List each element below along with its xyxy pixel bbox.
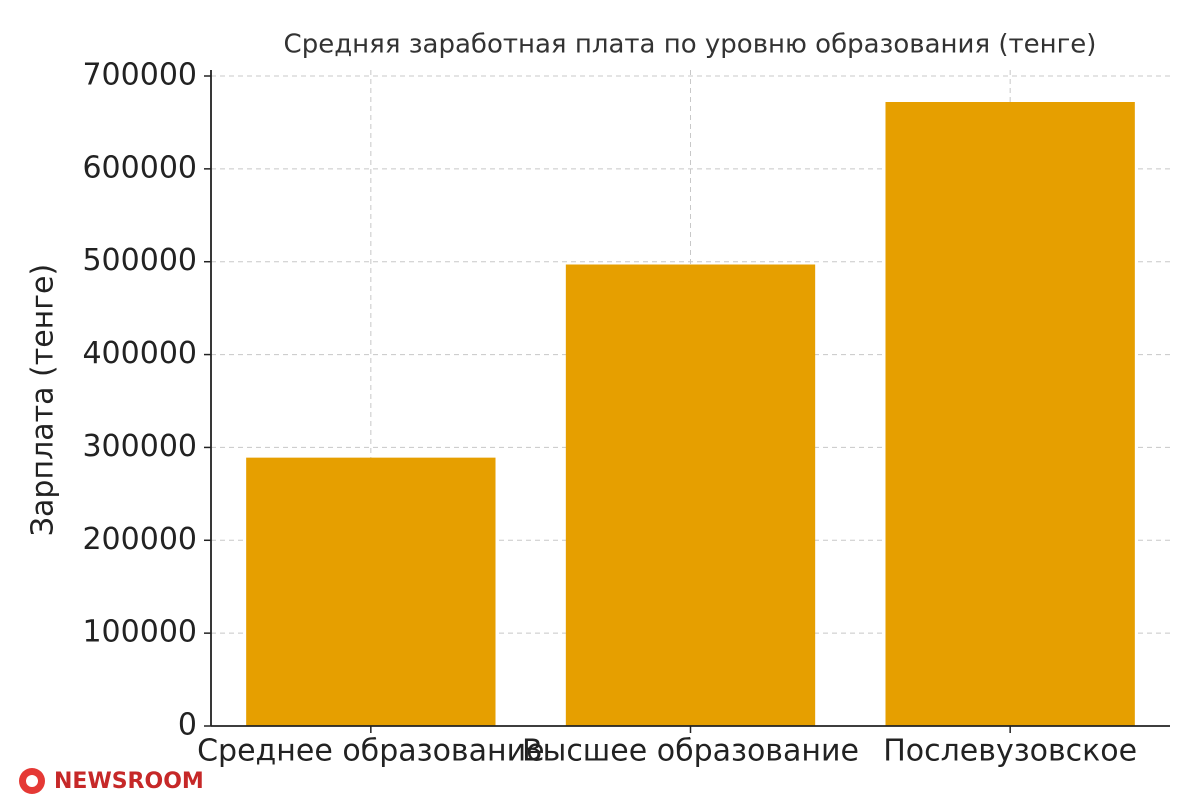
x-tick-label: Высшее образование <box>522 734 859 769</box>
chart-title: Средняя заработная плата по уровню образ… <box>284 30 1097 60</box>
y-tick-label: 0 <box>178 708 197 743</box>
y-tick-label: 600000 <box>82 150 197 185</box>
y-axis-label: Зарплата (тенге) <box>26 264 61 536</box>
y-tick-label: 500000 <box>82 243 197 278</box>
watermark: NEWSROOM <box>19 768 204 794</box>
x-tick-label: Послевузовское <box>883 734 1137 769</box>
x-tick-label: Среднее образование <box>197 734 544 769</box>
bar <box>565 264 816 726</box>
bar <box>246 457 496 726</box>
y-tick-label: 400000 <box>82 336 197 371</box>
watermark-logo-inner <box>26 775 38 787</box>
watermark-text: NEWSROOM <box>54 769 204 794</box>
y-tick-label: 200000 <box>82 522 197 557</box>
bar <box>885 102 1135 726</box>
y-tick-label: 300000 <box>82 429 197 464</box>
y-tick-label: 100000 <box>82 615 197 650</box>
y-tick-label: 700000 <box>82 58 197 93</box>
